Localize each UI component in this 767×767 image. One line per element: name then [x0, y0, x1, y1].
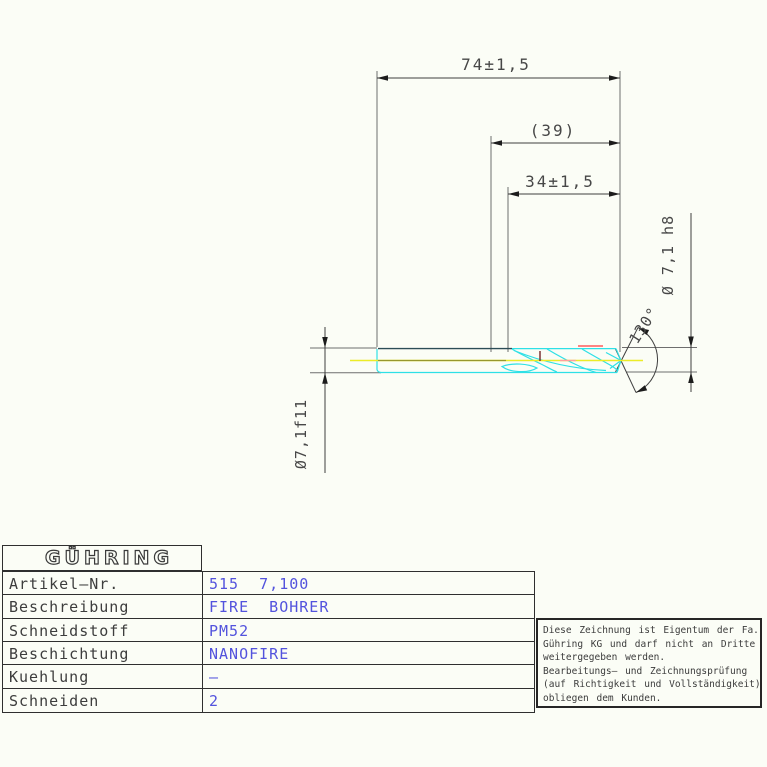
dim-overall-length: 74±1,5	[461, 55, 531, 74]
row-label: Beschichtung	[3, 641, 203, 665]
dimension-arrowheads	[322, 75, 694, 393]
spec-rows: Artikel–Nr. 515 7,100 Beschreibung FIRE …	[2, 571, 535, 713]
row-value: 515 7,100	[209, 575, 310, 593]
ownership-note-box: Diese Zeichnung ist Eigentum der Fa. Güh…	[536, 618, 762, 708]
dim-flute-length: 34±1,5	[525, 172, 595, 191]
drill-outline	[350, 345, 643, 374]
note-line: (auf Richtigkeit und Vollständigkeit)	[543, 679, 761, 690]
note-line: weitergegeben werden.	[543, 652, 666, 663]
row-value: FIRE BOHRER	[209, 598, 330, 617]
table-row: Beschreibung FIRE BOHRER	[3, 595, 534, 619]
table-row: Artikel–Nr. 515 7,100	[3, 572, 534, 596]
row-label: Schneiden	[3, 688, 203, 712]
row-label: Schneidstoff	[3, 618, 203, 641]
dim-shank-diameter: Ø7,1f11	[292, 399, 310, 469]
table-row: Schneidstoff PM52	[3, 618, 534, 642]
row-value: PM52	[209, 621, 250, 640]
table-row: Schneiden 2	[3, 688, 534, 712]
dim-point-diameter: Ø 7,1 h8	[659, 215, 677, 295]
row-label: Artikel–Nr.	[3, 572, 203, 595]
logo-cell: GÜHRING	[2, 545, 202, 571]
specification-table: GÜHRING Artikel–Nr. 515 7,100 Beschreibu…	[2, 545, 535, 713]
dim-reference-length: (39)	[530, 121, 577, 140]
dim-point-angle: 130°	[625, 304, 662, 347]
row-value: 2	[209, 691, 220, 710]
extension-lines	[310, 71, 697, 374]
note-line: obliegen dem Kunden.	[543, 692, 662, 704]
row-label: Kuehlung	[3, 665, 203, 688]
table-row: Beschichtung NANOFIRE	[3, 641, 534, 666]
note-line: Diese Zeichnung ist Eigentum der Fa.	[543, 625, 759, 636]
note-line: Gühring KG und darf nicht an Dritte	[543, 638, 756, 650]
dimension-lines	[324, 77, 692, 473]
guehring-logo: GÜHRING	[44, 546, 174, 569]
table-row: Kuehlung –	[3, 665, 534, 689]
note-line: Bearbeitungs– und Zeichnungsprüfung	[543, 665, 748, 677]
row-label: Beschreibung	[3, 595, 203, 618]
row-value: NANOFIRE	[209, 644, 290, 663]
row-value: –	[209, 668, 220, 687]
